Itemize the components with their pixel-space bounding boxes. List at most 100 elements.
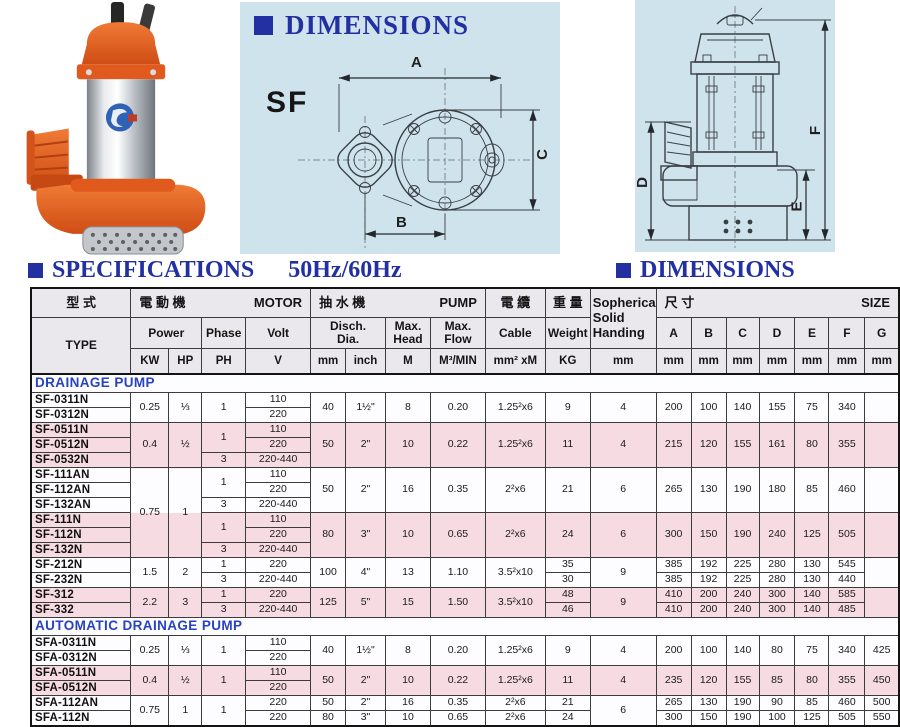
spec-table: 型 式電 動 機 MOTOR 抽 水 機 PUMP 電 纜重 量 Sopherica So…: [30, 287, 900, 727]
table-row: SF-0512N 220: [30, 437, 899, 453]
value-cell: 1.50: [429, 587, 486, 618]
model-name-cell: SF-112AN: [30, 482, 132, 498]
value-cell: 220: [245, 680, 312, 696]
dimensions-table-title: DIMENSIONS: [616, 257, 795, 284]
column-header: mm: [828, 348, 866, 375]
value-cell: 1: [201, 665, 247, 696]
value-cell: 0.20: [429, 392, 486, 423]
value-cell: 220-440: [245, 542, 312, 558]
column-header: V: [245, 348, 312, 375]
value-cell: 355: [828, 422, 866, 468]
value-cell: 15: [384, 587, 431, 618]
column-header: M³/MIN: [429, 348, 486, 375]
value-cell: 220-440: [245, 602, 312, 618]
value-cell: 180: [758, 467, 796, 513]
table-row: SF-212N 1.5 2 1 220 100 4" 13 1.10 3.5²x10 35 9 385 1…: [30, 557, 900, 588]
value-cell: 120: [690, 422, 727, 468]
value-cell: 75: [794, 392, 830, 423]
value-cell: 300: [758, 587, 796, 603]
value-cell: 40: [310, 635, 347, 666]
value-cell: 3": [345, 710, 386, 727]
value-cell: 0.4: [130, 422, 170, 468]
value-cell: 35: [544, 557, 591, 573]
value-cell: 225: [725, 572, 760, 588]
value-cell: 220: [245, 587, 312, 603]
column-header: KG: [544, 348, 591, 375]
value-cell: 2.2: [130, 587, 170, 618]
dim-label-b: B: [396, 214, 407, 231]
value-cell: 460: [828, 695, 866, 711]
value-cell: 200: [690, 587, 727, 603]
value-cell: 340: [828, 392, 866, 423]
value-cell: 1.5: [130, 557, 170, 588]
section-header: AUTOMATIC DRAINAGE PUMP: [30, 617, 900, 636]
column-header: KW: [130, 348, 170, 375]
model-name-cell: SF-112N: [30, 527, 132, 543]
value-cell: 110: [245, 467, 312, 483]
column-header: 重 量: [544, 287, 591, 318]
value-cell: 220: [245, 407, 312, 423]
value-cell: 8: [384, 392, 431, 423]
column-header: M: [384, 348, 431, 375]
dimensions-side-panel: D E F: [634, 0, 835, 252]
column-header: 電 動 機 MOTOR: [130, 287, 312, 318]
value-cell: 1: [168, 467, 203, 558]
column-header: Disch. Dia.: [310, 317, 386, 349]
column-header: 尺 寸 SIZE: [655, 287, 900, 318]
value-cell: 410: [655, 587, 692, 603]
value-cell: 120: [690, 665, 727, 696]
value-cell: 130: [794, 572, 830, 588]
value-cell: 280: [758, 557, 796, 573]
frequency-label: 50Hz/60Hz: [288, 257, 402, 283]
column-header: mm: [690, 348, 727, 375]
value-cell: 80: [758, 635, 796, 666]
value-cell: 190: [725, 695, 760, 711]
value-cell: 130: [690, 695, 727, 711]
model-name-cell: SFA-112AN: [30, 695, 132, 711]
value-cell: 9: [589, 557, 657, 588]
model-name-cell: SF-232N: [30, 572, 132, 588]
column-header: Power: [130, 317, 203, 349]
value-cell: 190: [725, 512, 760, 558]
value-cell: 300: [758, 602, 796, 618]
model-name-cell: SF-312: [30, 587, 132, 603]
value-cell: 85: [794, 695, 830, 711]
model-name-cell: SF-0532N: [30, 452, 132, 468]
value-cell: 1: [201, 467, 247, 498]
value-cell: 10: [384, 710, 431, 727]
table-row: SFA-0311N 0.25 ⅓ 1 110 40 1½" 8 0.20 1.25²x6 9 4 200…: [30, 635, 900, 666]
value-cell: 200: [655, 392, 692, 423]
model-name-cell: SFA-0512N: [30, 680, 132, 696]
value-cell: 220: [245, 527, 312, 543]
value-cell: 1.25²x6: [484, 635, 546, 666]
value-cell: 140: [794, 587, 830, 603]
dim-label-e: E: [788, 201, 806, 212]
value-cell: 16: [384, 695, 431, 711]
value-cell: 1: [201, 422, 247, 453]
value-cell: 1½": [345, 392, 386, 423]
table-row: SF-0311N 0.25 ⅓ 1 110 40 1½" 8 0.20 1.25²x6 9 4 200 1…: [30, 392, 900, 423]
value-cell: 130: [794, 557, 830, 573]
value-cell: 220: [245, 437, 312, 453]
table-row: SF-112AN 220: [30, 482, 899, 498]
value-cell: 140: [794, 602, 830, 618]
dim-label-a: A: [411, 54, 422, 71]
value-cell: 100: [310, 557, 347, 588]
value-cell: 190: [725, 467, 760, 513]
value-cell: 0.20: [429, 635, 486, 666]
table-row: SF-0511N 0.4 ½ 1 110 50 2" 10 0.22 1.25²x6 11 4 215 1…: [30, 422, 900, 468]
column-header: Cable: [484, 317, 546, 349]
value-cell: 265: [655, 695, 692, 711]
dimensions-top-panel: DIMENSIONS SF: [240, 2, 560, 254]
value-cell: 110: [245, 665, 312, 681]
column-header: Phase: [201, 317, 247, 349]
value-cell: 0.25: [130, 635, 170, 666]
value-cell: [864, 422, 900, 468]
value-cell: 10: [384, 665, 431, 696]
value-cell: 155: [725, 665, 760, 696]
value-cell: 0.35: [429, 695, 486, 711]
square-bullet-icon: [254, 16, 273, 35]
value-cell: 10: [384, 422, 431, 468]
value-cell: 1: [201, 695, 247, 727]
value-cell: 21: [544, 695, 591, 711]
